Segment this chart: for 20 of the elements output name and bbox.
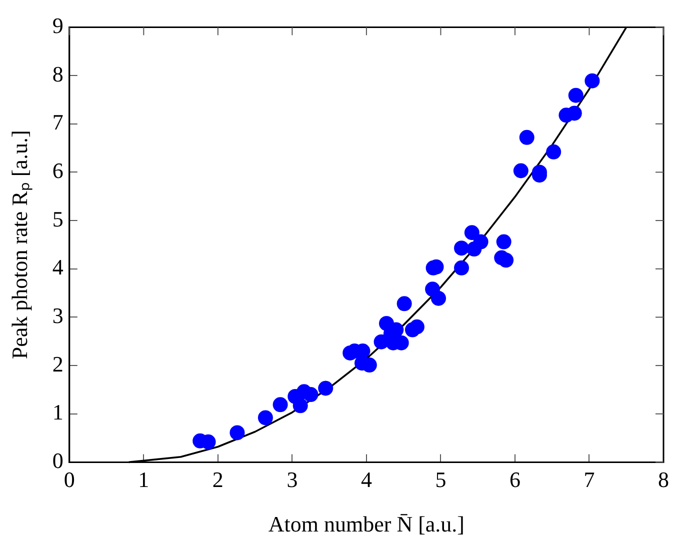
y-axis-title: Peak photon rate Rₚ [a.u.] [6, 130, 33, 360]
y-tick-label: 7 [52, 110, 64, 135]
x-tick-label: 2 [212, 467, 224, 492]
x-tick-label: 3 [286, 467, 298, 492]
y-tick-label: 4 [52, 254, 64, 280]
y-tick-label: 2 [52, 351, 64, 376]
x-axis-title: Atom number N̄ [a.u.] [268, 512, 465, 537]
x-tick-label: 4 [360, 467, 372, 492]
x-tick-label: 7 [584, 467, 595, 492]
x-tick-label: 6 [509, 467, 520, 492]
y-tick-label: 5 [52, 206, 64, 232]
y-tick-label: 6 [52, 158, 64, 183]
y-tick-label: 0 [52, 448, 64, 473]
y-tick-label: 1 [52, 400, 64, 425]
y-tick-label: 3 [52, 302, 64, 328]
x-tick-label: 8 [658, 467, 669, 492]
x-tick-label: 5 [435, 467, 446, 492]
y-tick-label: 9 [52, 12, 64, 38]
x-tick-label: 1 [138, 467, 150, 492]
y-tick-label: 8 [52, 61, 64, 86]
